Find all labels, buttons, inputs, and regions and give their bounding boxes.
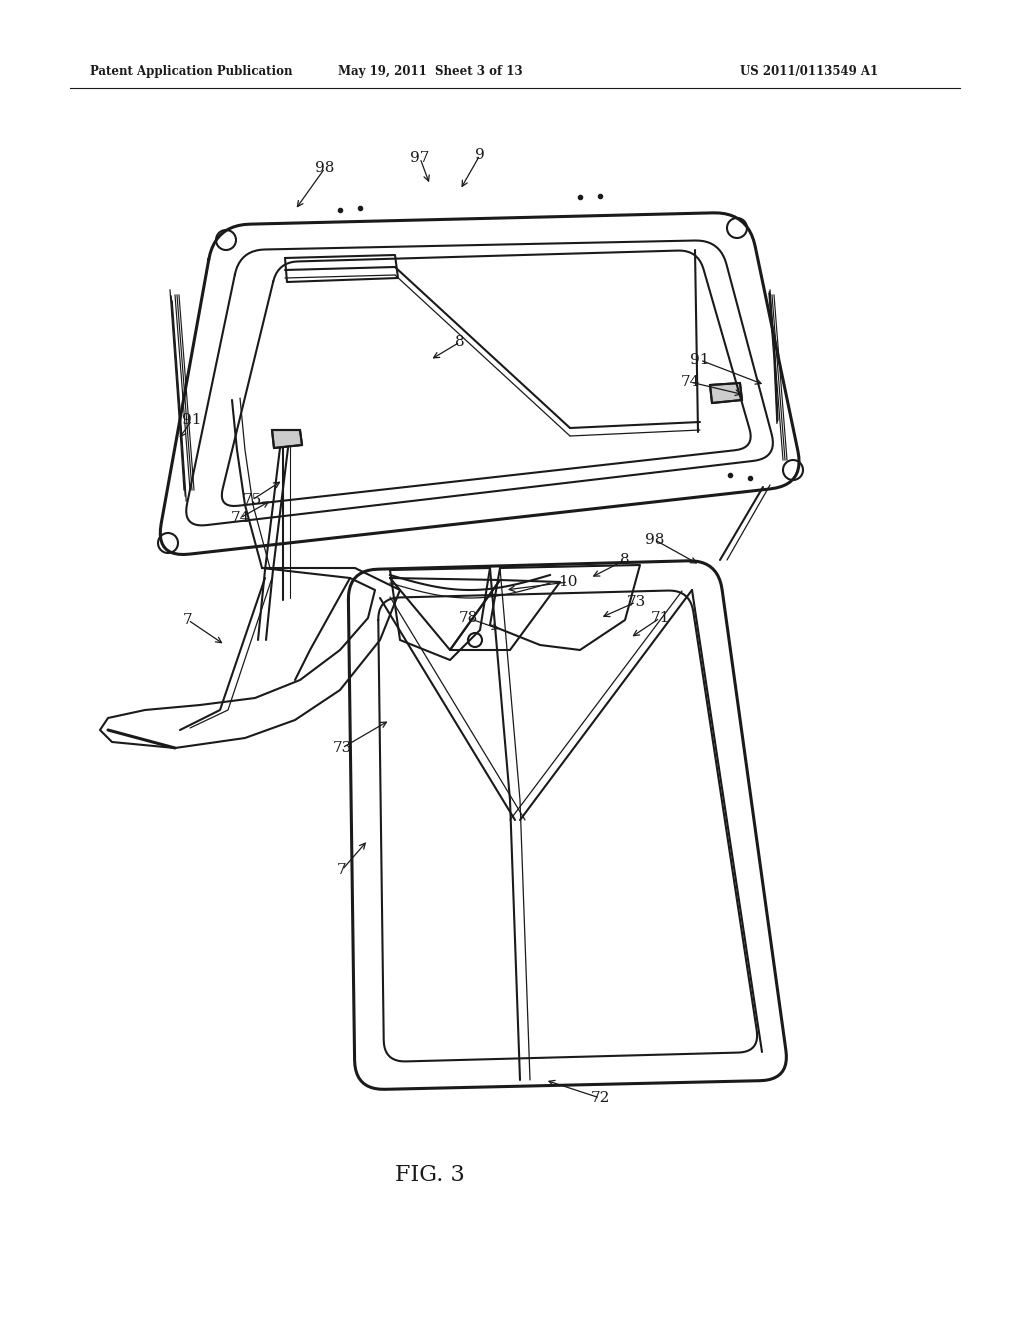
Text: 97: 97 — [411, 150, 430, 165]
Text: 74: 74 — [680, 375, 699, 389]
Text: FIG. 3: FIG. 3 — [395, 1164, 465, 1185]
Text: 8: 8 — [621, 553, 630, 568]
Text: 98: 98 — [645, 533, 665, 546]
Text: 74: 74 — [230, 511, 250, 525]
Text: 73: 73 — [627, 595, 645, 609]
Text: 78: 78 — [459, 611, 477, 624]
Text: May 19, 2011  Sheet 3 of 13: May 19, 2011 Sheet 3 of 13 — [338, 66, 522, 78]
Text: 7: 7 — [337, 863, 347, 876]
Polygon shape — [710, 383, 742, 403]
Text: 9: 9 — [475, 148, 485, 162]
Text: Patent Application Publication: Patent Application Publication — [90, 66, 293, 78]
Polygon shape — [272, 430, 302, 447]
Text: 8: 8 — [456, 335, 465, 348]
Text: 91: 91 — [690, 352, 710, 367]
Text: 7: 7 — [183, 612, 193, 627]
Text: 98: 98 — [315, 161, 335, 176]
Text: 10: 10 — [558, 576, 578, 589]
Text: 72: 72 — [590, 1092, 609, 1105]
Text: US 2011/0113549 A1: US 2011/0113549 A1 — [740, 66, 879, 78]
Text: 73: 73 — [333, 741, 351, 755]
Text: 75: 75 — [243, 492, 261, 507]
Text: 91: 91 — [182, 413, 202, 426]
Text: 71: 71 — [650, 611, 670, 624]
